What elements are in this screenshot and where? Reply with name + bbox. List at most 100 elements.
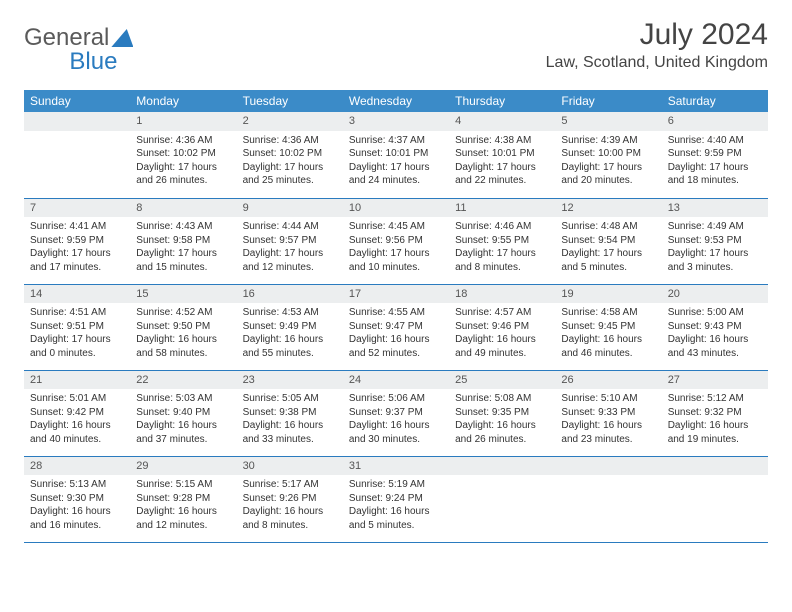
day-body: Sunrise: 5:19 AMSunset: 9:24 PMDaylight:…	[343, 475, 449, 538]
sunset-text: Sunset: 9:32 PM	[668, 406, 762, 420]
daylight-line2: and 15 minutes.	[136, 261, 230, 275]
daylight-line2: and 8 minutes.	[455, 261, 549, 275]
day-body: Sunrise: 4:38 AMSunset: 10:01 PMDaylight…	[449, 131, 555, 194]
sunset-text: Sunset: 9:55 PM	[455, 234, 549, 248]
daylight-line1: Daylight: 16 hours	[561, 333, 655, 347]
daylight-line1: Daylight: 16 hours	[668, 333, 762, 347]
calendar-cell: 13Sunrise: 4:49 AMSunset: 9:53 PMDayligh…	[662, 198, 768, 284]
calendar-cell: 28Sunrise: 5:13 AMSunset: 9:30 PMDayligh…	[24, 456, 130, 542]
calendar-cell: 15Sunrise: 4:52 AMSunset: 9:50 PMDayligh…	[130, 284, 236, 370]
calendar-cell: 12Sunrise: 4:48 AMSunset: 9:54 PMDayligh…	[555, 198, 661, 284]
day-body: Sunrise: 4:57 AMSunset: 9:46 PMDaylight:…	[449, 303, 555, 366]
day-body: Sunrise: 4:48 AMSunset: 9:54 PMDaylight:…	[555, 217, 661, 280]
daylight-line1: Daylight: 16 hours	[455, 419, 549, 433]
sunrise-text: Sunrise: 5:00 AM	[668, 306, 762, 320]
daylight-line2: and 19 minutes.	[668, 433, 762, 447]
daylight-line1: Daylight: 17 hours	[668, 247, 762, 261]
title-block: July 2024 Law, Scotland, United Kingdom	[546, 18, 768, 72]
calendar-cell: 18Sunrise: 4:57 AMSunset: 9:46 PMDayligh…	[449, 284, 555, 370]
location-text: Law, Scotland, United Kingdom	[546, 54, 768, 72]
sunrise-text: Sunrise: 4:40 AM	[668, 134, 762, 148]
daylight-line1: Daylight: 16 hours	[455, 333, 549, 347]
day-number: 2	[237, 112, 343, 131]
day-header: Sunday	[24, 90, 130, 112]
calendar-cell: 24Sunrise: 5:06 AMSunset: 9:37 PMDayligh…	[343, 370, 449, 456]
calendar-cell: 8Sunrise: 4:43 AMSunset: 9:58 PMDaylight…	[130, 198, 236, 284]
daylight-line2: and 55 minutes.	[243, 347, 337, 361]
sunset-text: Sunset: 9:53 PM	[668, 234, 762, 248]
day-number: 22	[130, 371, 236, 390]
daylight-line1: Daylight: 16 hours	[668, 419, 762, 433]
daylight-line2: and 26 minutes.	[455, 433, 549, 447]
table-row: 28Sunrise: 5:13 AMSunset: 9:30 PMDayligh…	[24, 456, 768, 542]
sunset-text: Sunset: 9:35 PM	[455, 406, 549, 420]
sunset-text: Sunset: 10:00 PM	[561, 147, 655, 161]
sunrise-text: Sunrise: 5:13 AM	[30, 478, 124, 492]
day-header: Wednesday	[343, 90, 449, 112]
daylight-line2: and 8 minutes.	[243, 519, 337, 533]
calendar-cell: 7Sunrise: 4:41 AMSunset: 9:59 PMDaylight…	[24, 198, 130, 284]
daylight-line2: and 25 minutes.	[243, 174, 337, 188]
day-number: 11	[449, 199, 555, 218]
sunset-text: Sunset: 9:24 PM	[349, 492, 443, 506]
day-number-empty	[24, 112, 130, 131]
sunset-text: Sunset: 9:46 PM	[455, 320, 549, 334]
sunrise-text: Sunrise: 4:55 AM	[349, 306, 443, 320]
day-number: 18	[449, 285, 555, 304]
sunrise-text: Sunrise: 4:36 AM	[136, 134, 230, 148]
brand-word2: Blue	[69, 48, 117, 75]
calendar-cell: 30Sunrise: 5:17 AMSunset: 9:26 PMDayligh…	[237, 456, 343, 542]
sunrise-text: Sunrise: 5:08 AM	[455, 392, 549, 406]
calendar-cell: 26Sunrise: 5:10 AMSunset: 9:33 PMDayligh…	[555, 370, 661, 456]
calendar-cell	[24, 112, 130, 198]
daylight-line1: Daylight: 17 hours	[561, 161, 655, 175]
sunset-text: Sunset: 9:45 PM	[561, 320, 655, 334]
day-header: Thursday	[449, 90, 555, 112]
day-body: Sunrise: 4:40 AMSunset: 9:59 PMDaylight:…	[662, 131, 768, 194]
daylight-line2: and 12 minutes.	[136, 519, 230, 533]
day-body: Sunrise: 4:41 AMSunset: 9:59 PMDaylight:…	[24, 217, 130, 280]
sunrise-text: Sunrise: 5:10 AM	[561, 392, 655, 406]
sunrise-text: Sunrise: 5:17 AM	[243, 478, 337, 492]
daylight-line1: Daylight: 17 hours	[455, 247, 549, 261]
daylight-line2: and 33 minutes.	[243, 433, 337, 447]
day-body: Sunrise: 4:58 AMSunset: 9:45 PMDaylight:…	[555, 303, 661, 366]
daylight-line1: Daylight: 17 hours	[349, 247, 443, 261]
daylight-line1: Daylight: 16 hours	[243, 505, 337, 519]
daylight-line1: Daylight: 16 hours	[349, 505, 443, 519]
calendar-cell: 4Sunrise: 4:38 AMSunset: 10:01 PMDayligh…	[449, 112, 555, 198]
daylight-line2: and 10 minutes.	[349, 261, 443, 275]
sunrise-text: Sunrise: 4:43 AM	[136, 220, 230, 234]
sunrise-text: Sunrise: 4:41 AM	[30, 220, 124, 234]
sunrise-text: Sunrise: 4:39 AM	[561, 134, 655, 148]
calendar-cell: 17Sunrise: 4:55 AMSunset: 9:47 PMDayligh…	[343, 284, 449, 370]
daylight-line1: Daylight: 17 hours	[136, 247, 230, 261]
sunrise-text: Sunrise: 5:15 AM	[136, 478, 230, 492]
day-body: Sunrise: 5:01 AMSunset: 9:42 PMDaylight:…	[24, 389, 130, 452]
month-title: July 2024	[546, 18, 768, 52]
calendar-cell: 14Sunrise: 4:51 AMSunset: 9:51 PMDayligh…	[24, 284, 130, 370]
sunset-text: Sunset: 9:54 PM	[561, 234, 655, 248]
day-body: Sunrise: 4:51 AMSunset: 9:51 PMDaylight:…	[24, 303, 130, 366]
day-body: Sunrise: 5:15 AMSunset: 9:28 PMDaylight:…	[130, 475, 236, 538]
table-row: 7Sunrise: 4:41 AMSunset: 9:59 PMDaylight…	[24, 198, 768, 284]
calendar-table: Sunday Monday Tuesday Wednesday Thursday…	[24, 90, 768, 543]
calendar-cell: 5Sunrise: 4:39 AMSunset: 10:00 PMDayligh…	[555, 112, 661, 198]
daylight-line2: and 24 minutes.	[349, 174, 443, 188]
day-body: Sunrise: 4:52 AMSunset: 9:50 PMDaylight:…	[130, 303, 236, 366]
sunrise-text: Sunrise: 4:48 AM	[561, 220, 655, 234]
day-body: Sunrise: 4:49 AMSunset: 9:53 PMDaylight:…	[662, 217, 768, 280]
day-number: 14	[24, 285, 130, 304]
day-body: Sunrise: 4:36 AMSunset: 10:02 PMDaylight…	[237, 131, 343, 194]
calendar-cell: 22Sunrise: 5:03 AMSunset: 9:40 PMDayligh…	[130, 370, 236, 456]
calendar-cell: 10Sunrise: 4:45 AMSunset: 9:56 PMDayligh…	[343, 198, 449, 284]
calendar-body: 1Sunrise: 4:36 AMSunset: 10:02 PMDayligh…	[24, 112, 768, 542]
sunrise-text: Sunrise: 5:12 AM	[668, 392, 762, 406]
day-number: 7	[24, 199, 130, 218]
daylight-line1: Daylight: 16 hours	[349, 419, 443, 433]
daylight-line1: Daylight: 17 hours	[243, 247, 337, 261]
day-number: 3	[343, 112, 449, 131]
day-body: Sunrise: 5:05 AMSunset: 9:38 PMDaylight:…	[237, 389, 343, 452]
sunset-text: Sunset: 9:33 PM	[561, 406, 655, 420]
daylight-line2: and 52 minutes.	[349, 347, 443, 361]
